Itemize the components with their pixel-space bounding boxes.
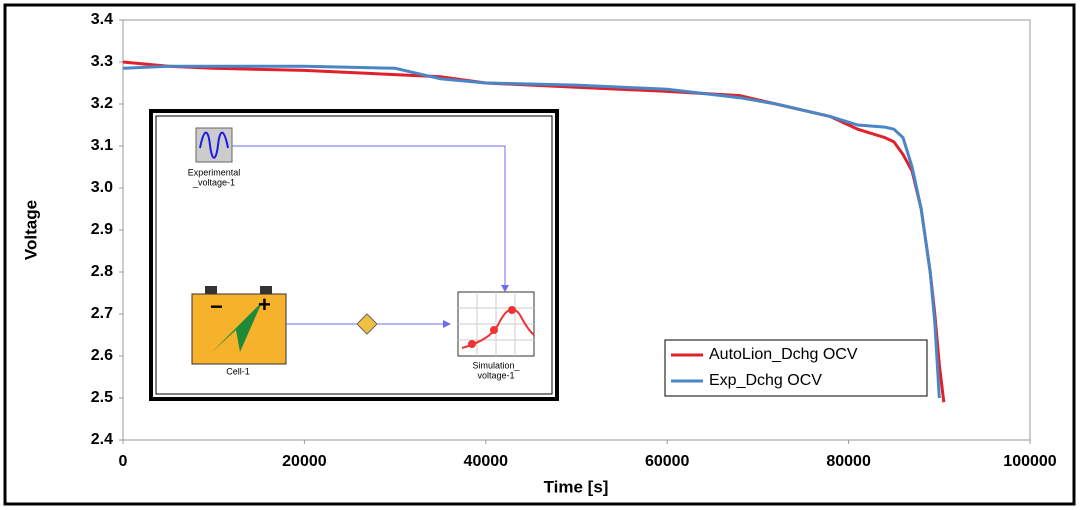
y-tick-label: 2.4 bbox=[91, 431, 113, 448]
inset-label: Experimental bbox=[188, 167, 241, 177]
terminal bbox=[205, 286, 217, 294]
y-tick-label: 2.9 bbox=[91, 221, 113, 238]
x-tick-label: 40000 bbox=[464, 453, 509, 470]
scope-grid bbox=[458, 292, 534, 356]
x-tick-label: 20000 bbox=[282, 453, 327, 470]
y-tick-label: 2.8 bbox=[91, 263, 113, 280]
minus: − bbox=[210, 294, 223, 319]
y-axis-label: Voltage bbox=[21, 200, 40, 260]
plus: + bbox=[258, 292, 271, 317]
y-tick-label: 3.2 bbox=[91, 95, 113, 112]
signal-icon bbox=[195, 127, 233, 163]
y-tick-label: 3.4 bbox=[91, 11, 113, 28]
arrow bbox=[443, 320, 451, 328]
inset-label: Simulation_ bbox=[472, 360, 520, 370]
x-tick-label: 60000 bbox=[645, 453, 690, 470]
legend: AutoLion_Dchg OCV Exp_Dchg OCV bbox=[664, 339, 928, 397]
data-line bbox=[122, 64, 941, 399]
x-tick-label: 0 bbox=[119, 453, 128, 470]
y-tick-label: 2.6 bbox=[91, 347, 113, 364]
y-tick-label: 3.1 bbox=[91, 137, 113, 154]
inset-inner bbox=[155, 115, 553, 395]
cell-logo bbox=[212, 302, 262, 352]
terminal bbox=[260, 286, 272, 294]
scope-dot bbox=[468, 340, 476, 348]
scope-dot bbox=[490, 326, 498, 334]
legend-label: AutoLion_Dchg OCV bbox=[709, 346, 858, 363]
y-tick-label: 3.0 bbox=[91, 179, 113, 196]
legend-label: Exp_Dchg OCV bbox=[709, 372, 822, 389]
sensor bbox=[356, 313, 378, 335]
lines bbox=[122, 60, 946, 403]
y-tick-label: 2.5 bbox=[91, 389, 113, 406]
inset-label: voltage-1 bbox=[477, 370, 514, 380]
inset-diagram: − + Experimental _voltage-1 Cell-1 Simul… bbox=[149, 109, 559, 401]
x-tick-label: 80000 bbox=[826, 453, 871, 470]
inset-label: Cell-1 bbox=[226, 366, 250, 376]
arrow bbox=[501, 285, 509, 292]
y-tick-label: 3.3 bbox=[91, 53, 113, 70]
x-tick-label: 100000 bbox=[1003, 453, 1056, 470]
y-tick-label: 2.7 bbox=[91, 305, 113, 322]
inset-label: _voltage-1 bbox=[192, 177, 235, 187]
legend-box bbox=[664, 339, 928, 397]
x-axis-label: Time [s] bbox=[544, 477, 609, 496]
scope-dot bbox=[508, 306, 516, 314]
connector bbox=[232, 145, 506, 290]
wave bbox=[199, 131, 229, 159]
